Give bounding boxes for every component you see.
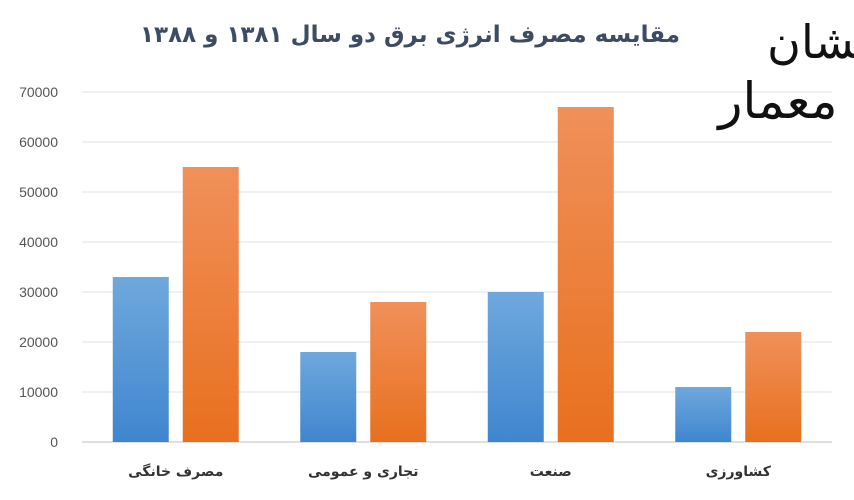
nashan-memar-logo: نشان معمار xyxy=(715,15,854,131)
x-axis-category-labels: مصرف خانگی تجاری و عمومی صنعت کشاورزی xyxy=(128,463,772,480)
category-label: صنعت xyxy=(530,464,572,480)
bars xyxy=(112,107,802,442)
bar-series-1-category-2 xyxy=(300,352,357,442)
category-label: مصرف خانگی xyxy=(128,463,223,480)
bar-series-1-category-1 xyxy=(112,277,169,442)
y-tick-label: 10000 xyxy=(19,384,58,400)
category-label: تجاری و عمومی xyxy=(308,464,419,480)
chart-title: مقایسه مصرف انرژی برق دو سال ۱۳۸۱ و ۱۳۸۸ xyxy=(140,22,680,48)
bar-series-1-category-3 xyxy=(487,292,544,442)
logo-word-bottom: معمار xyxy=(715,72,837,131)
bar-series-2-category-1 xyxy=(182,167,239,442)
y-tick-label: 30000 xyxy=(19,284,58,300)
y-tick-label: 50000 xyxy=(19,184,58,200)
bar-series-2-category-2 xyxy=(370,302,427,442)
bar-series-2-category-3 xyxy=(557,107,614,442)
category-label: کشاورزی xyxy=(706,464,772,480)
y-tick-label: 20000 xyxy=(19,334,58,350)
logo-word-top: نشان xyxy=(767,15,854,69)
y-tick-label: 60000 xyxy=(19,134,58,150)
bar-series-1-category-4 xyxy=(675,387,732,442)
y-tick-label: 40000 xyxy=(19,234,58,250)
bar-series-2-category-4 xyxy=(745,332,802,442)
y-axis-tick-labels: 0 10000 20000 30000 40000 50000 60000 70000 xyxy=(19,84,58,450)
y-tick-label: 0 xyxy=(50,434,58,450)
y-tick-label: 70000 xyxy=(19,84,58,100)
